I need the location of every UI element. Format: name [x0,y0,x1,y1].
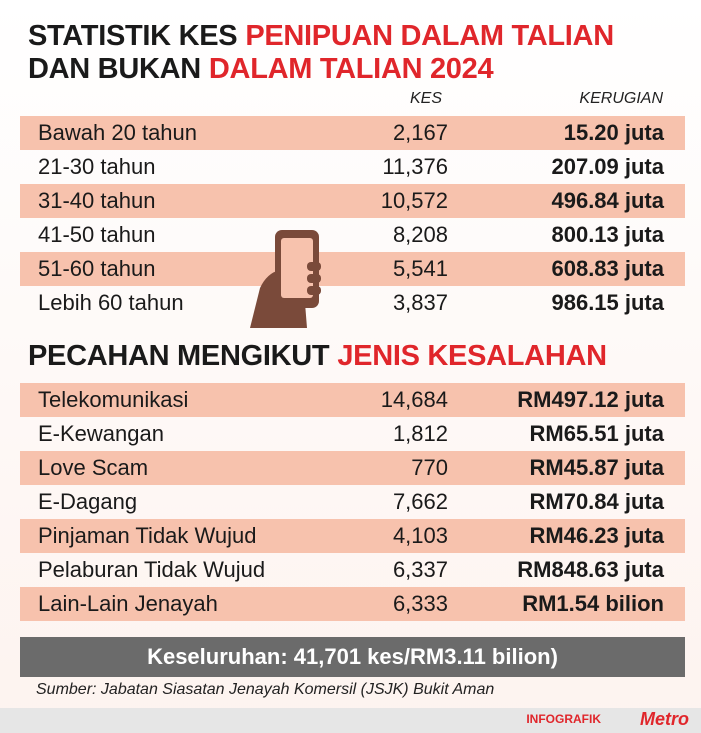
loss-amount: RM497.12 juta [517,387,664,412]
loss-amount: 986.15 juta [551,290,664,315]
title-line-1: STATISTIK KES PENIPUAN DALAM TALIAN [28,20,614,52]
row-label: Love Scam [38,455,149,480]
table-row: Pinjaman Tidak Wujud 4,103 RM46.23 juta [20,519,685,553]
loss-amount: 15.20 juta [563,120,664,145]
case-count: 8,208 [392,222,448,247]
table-row: E-Kewangan 1,812 RM65.51 juta [20,417,685,451]
table-row: Love Scam 770 RM45.87 juta [20,451,685,485]
table-row: Telekomunikasi 14,684 RM497.12 juta [20,383,685,417]
row-label: Bawah 20 tahun [38,120,198,145]
case-count: 4,103 [392,523,448,548]
table-row: 21-30 tahun 11,376 207.09 juta [20,150,685,184]
title-red: PENIPUAN DALAM TALIAN [245,20,614,52]
footer [0,708,701,733]
table-row: Bawah 20 tahun 2,167 15.20 juta [20,116,685,150]
title-red: DALAM TALIAN 2024 [208,53,494,85]
row-label: Lain-Lain Jenayah [38,591,218,616]
table-row: 41-50 tahun 8,208 800.13 juta [20,218,685,252]
row-label: 41-50 tahun [38,222,156,247]
table-row: 51-60 tahun 5,541 608.83 juta [20,252,685,286]
row-label: 21-30 tahun [38,154,156,179]
case-count: 3,837 [392,290,448,315]
column-header: KES [409,90,442,107]
column-header: KERUGIAN [579,90,663,107]
table-row: Lebih 60 tahun 3,837 986.15 juta [20,286,685,320]
row-label: E-Kewangan [38,421,164,446]
footer-label: INFOGRAFIK [526,712,601,726]
row-label: Lebih 60 tahun [38,290,184,315]
case-count: 6,333 [392,591,448,616]
loss-amount: RM65.51 juta [529,421,665,446]
section-title: PECAHAN MENGIKUT JENIS KESALAHAN [28,340,607,372]
loss-amount: 207.09 juta [551,154,664,179]
case-count: 770 [411,455,448,480]
logo: Metro [640,709,689,729]
title-black: STATISTIK KES [28,20,238,52]
row-label: E-Dagang [38,489,138,514]
loss-amount: RM45.87 juta [529,455,665,480]
loss-amount: 800.13 juta [551,222,664,247]
source: Sumber: Jabatan Siasatan Jenayah Komersi… [36,681,495,698]
case-count: 1,812 [392,421,448,446]
loss-amount: RM848.63 juta [517,557,664,582]
case-count: 7,662 [392,489,448,514]
row-label: Telekomunikasi [38,387,189,412]
title-black: DAN BUKAN [28,53,201,85]
table-row: Lain-Lain Jenayah 6,333 RM1.54 bilion [20,587,685,621]
row-label: 31-40 tahun [38,188,156,213]
table-row: E-Dagang 7,662 RM70.84 juta [20,485,685,519]
case-count: 6,337 [392,557,448,582]
loss-amount: RM70.84 juta [529,489,665,514]
case-count: 10,572 [380,188,448,213]
phone-hand-icon [250,230,321,328]
title-line-2: DAN BUKAN DALAM TALIAN 2024 [28,53,494,85]
row-label: Pinjaman Tidak Wujud [38,523,257,548]
case-count: 2,167 [392,120,448,145]
case-count: 5,541 [392,256,448,281]
row-label: 51-60 tahun [38,256,156,281]
loss-amount: RM46.23 juta [529,523,665,548]
total-bar: Keseluruhan: 41,701 kes/RM3.11 bilion) [20,637,685,677]
section-title-black: PECAHAN MENGIKUT [28,340,330,372]
section-title-red: JENIS KESALAHAN [337,340,607,372]
row-label: Pelaburan Tidak Wujud [38,557,266,582]
loss-amount: 608.83 juta [551,256,664,281]
table-row: Pelaburan Tidak Wujud 6,337 RM848.63 juta [20,553,685,587]
loss-amount: 496.84 juta [551,188,664,213]
loss-amount: RM1.54 bilion [522,591,664,616]
case-count: 14,684 [380,387,448,412]
case-count: 11,376 [382,154,448,179]
table-row: 31-40 tahun 10,572 496.84 juta [20,184,685,218]
